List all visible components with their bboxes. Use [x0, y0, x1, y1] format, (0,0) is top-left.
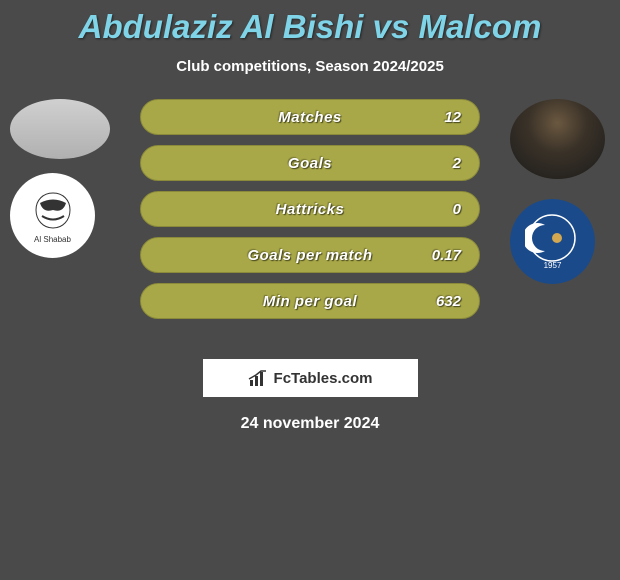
- shabab-icon: [28, 188, 78, 233]
- player-left-block: Al Shabab: [10, 99, 110, 258]
- comparison-title: Abdulaziz Al Bishi vs Malcom: [0, 0, 620, 46]
- stat-value: 2: [453, 155, 461, 172]
- player-photo-icon: [510, 99, 605, 179]
- chart-icon: [248, 370, 268, 386]
- player-right-block: 1957: [510, 99, 610, 284]
- club-left-label: Al Shabab: [34, 235, 71, 244]
- stat-label: Goals per match: [247, 247, 372, 264]
- stat-label: Min per goal: [263, 293, 357, 310]
- player-right-photo: [510, 99, 605, 179]
- stat-value: 0: [453, 201, 461, 218]
- stat-row: Min per goal 632: [140, 283, 480, 319]
- player-right-club-logo: 1957: [510, 199, 595, 284]
- hilal-icon: [525, 213, 580, 263]
- player-left-photo: [10, 99, 110, 159]
- silhouette-icon: [10, 99, 110, 159]
- stat-row: Matches 12: [140, 99, 480, 135]
- stat-row: Goals 2: [140, 145, 480, 181]
- branding-box: FcTables.com: [203, 359, 418, 397]
- stat-label: Matches: [278, 109, 342, 126]
- stat-label: Hattricks: [276, 201, 345, 218]
- stat-value: 12: [444, 109, 461, 126]
- stat-value: 0.17: [432, 247, 461, 264]
- player-left-club-logo: Al Shabab: [10, 173, 95, 258]
- club-right-year: 1957: [544, 261, 562, 270]
- stat-row: Hattricks 0: [140, 191, 480, 227]
- stat-bars: Matches 12 Goals 2 Hattricks 0 Goals per…: [140, 99, 480, 329]
- stat-row: Goals per match 0.17: [140, 237, 480, 273]
- comparison-subtitle: Club competitions, Season 2024/2025: [0, 58, 620, 75]
- stats-area: Al Shabab 1957 Matches 12 Goals 2: [0, 99, 620, 339]
- stat-value: 632: [436, 293, 461, 310]
- branding-text: FcTables.com: [274, 370, 373, 387]
- stat-label: Goals: [288, 155, 332, 172]
- date-label: 24 november 2024: [0, 415, 620, 433]
